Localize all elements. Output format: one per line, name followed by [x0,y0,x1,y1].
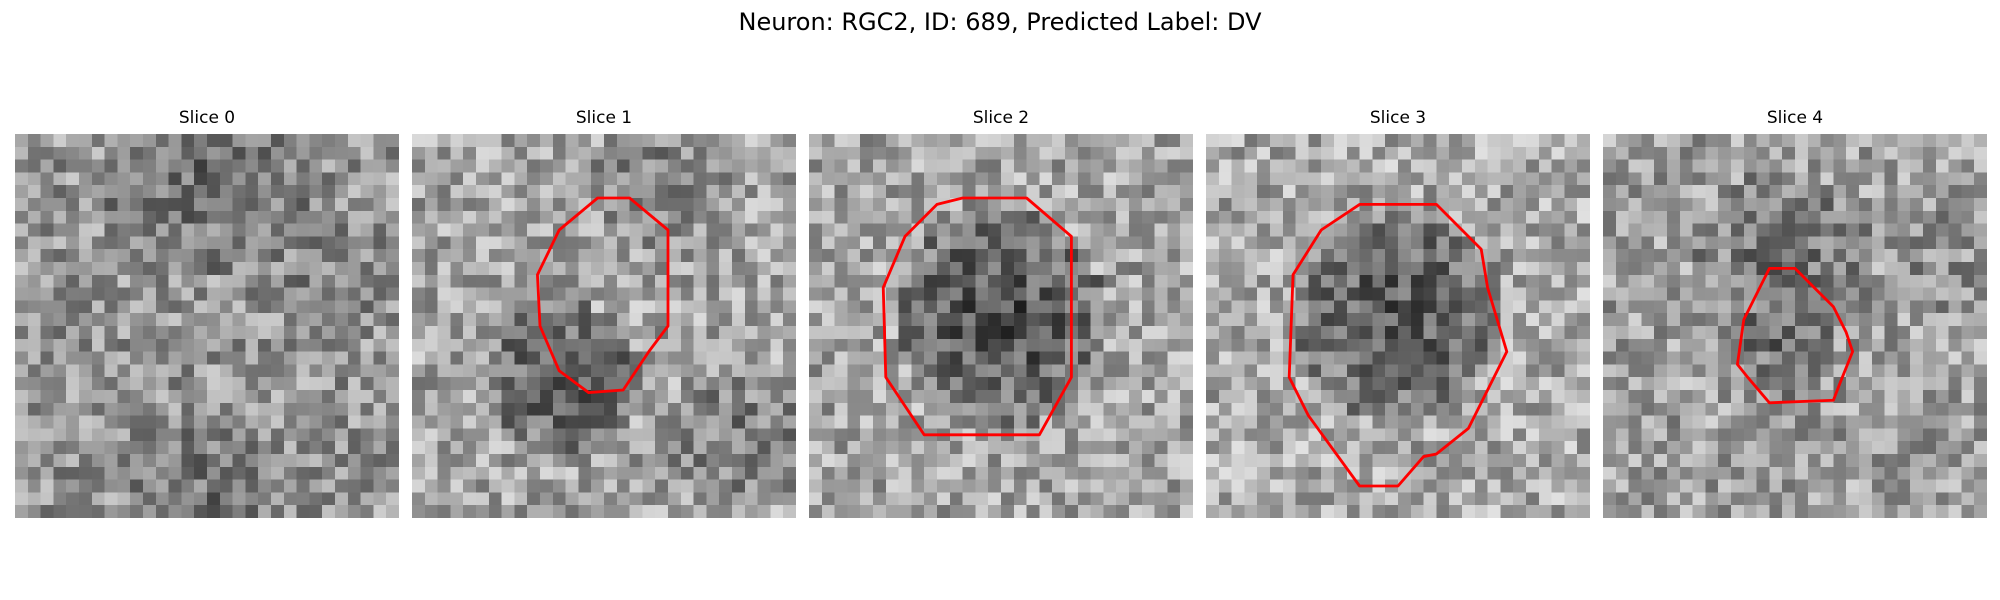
slice-1-image [412,134,796,518]
slice-3-title: Slice 3 [1369,108,1427,128]
slice-2-title: Slice 2 [972,108,1030,128]
slice-0-image [15,134,399,518]
roi-contour [881,196,1073,437]
figure-title: Neuron: RGC2, ID: 689, Predicted Label: … [738,8,1262,36]
slice-4-image [1603,134,1987,518]
roi-contour [1287,202,1509,488]
slice-4-title: Slice 4 [1766,108,1824,128]
slice-2-image [809,134,1193,518]
slice-3-image [1206,134,1590,518]
slice-1-title: Slice 1 [575,108,633,128]
slice-0-title: Slice 0 [178,108,236,128]
roi-contour [536,196,670,394]
roi-contour [1735,266,1855,405]
